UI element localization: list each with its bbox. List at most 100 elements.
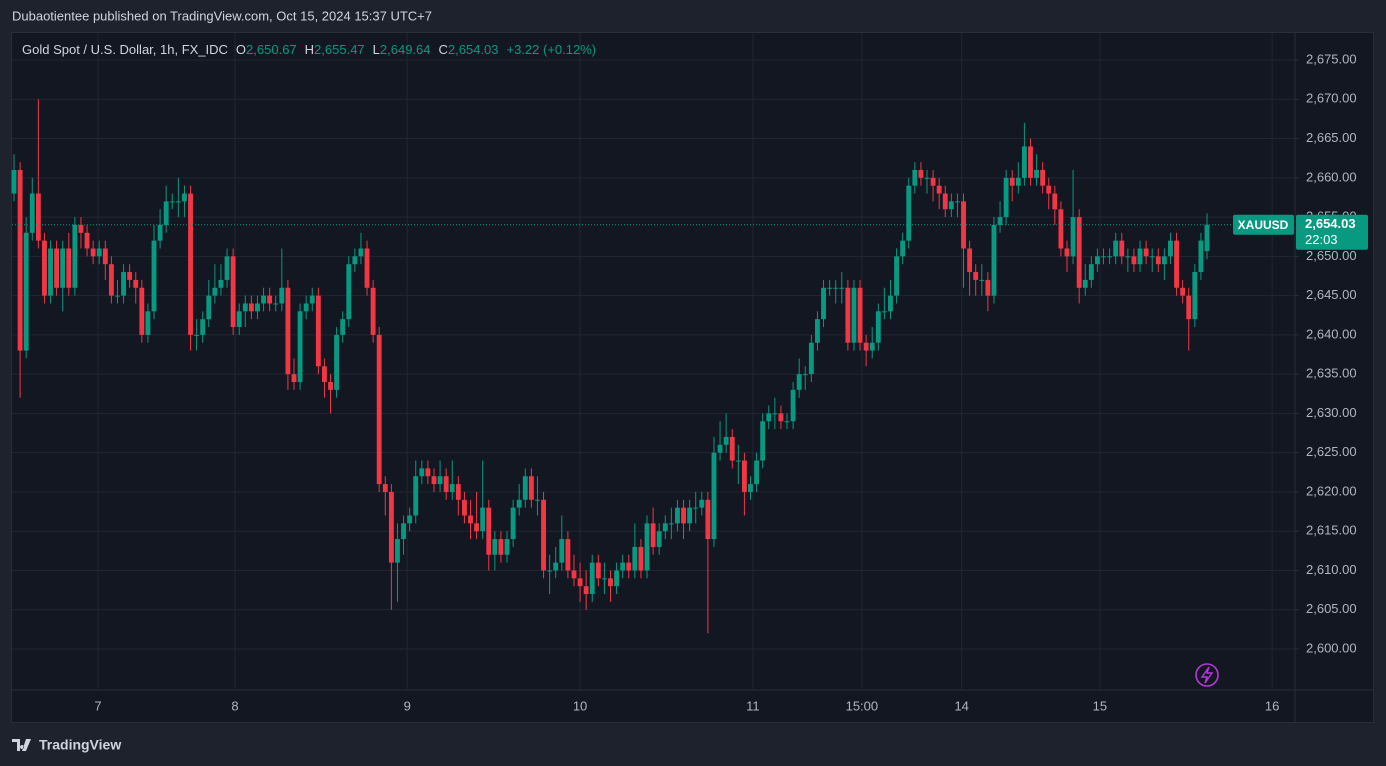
candle-body bbox=[1125, 256, 1131, 258]
candle-body bbox=[1137, 248, 1143, 265]
y-tick-label: 2,620.00 bbox=[1306, 483, 1357, 498]
candle-body bbox=[133, 279, 139, 288]
candle-body bbox=[705, 499, 711, 540]
candle-body bbox=[1015, 177, 1021, 186]
candle-body bbox=[967, 248, 973, 273]
candle-body bbox=[772, 413, 778, 415]
candle-body bbox=[863, 342, 869, 351]
candle-body bbox=[200, 319, 206, 335]
candle-body bbox=[455, 484, 461, 500]
candle-body bbox=[78, 224, 84, 233]
candle-body bbox=[711, 452, 717, 540]
candle-body bbox=[1180, 287, 1186, 296]
legend-h-label: H bbox=[305, 42, 314, 57]
candle-body bbox=[565, 539, 571, 571]
candle-body bbox=[930, 177, 936, 186]
candle-body bbox=[583, 586, 589, 595]
candle-body bbox=[553, 562, 559, 571]
legend-h: 2,655.47 bbox=[314, 42, 365, 57]
candle-body bbox=[881, 311, 887, 313]
legend-c-label: C bbox=[439, 42, 448, 57]
candle-body bbox=[717, 444, 723, 453]
candle-body bbox=[675, 507, 680, 524]
candle-body bbox=[364, 248, 370, 288]
candle-body bbox=[1040, 169, 1046, 186]
candle-body bbox=[358, 248, 364, 257]
brand-logo bbox=[12, 739, 31, 751]
candle-body bbox=[614, 570, 620, 587]
candle-body bbox=[1155, 256, 1161, 265]
candle-body bbox=[547, 570, 553, 572]
legend-c: 2,654.03 bbox=[448, 42, 499, 57]
price-tag-text: 2,654.03 bbox=[1305, 216, 1356, 231]
candle-body bbox=[285, 287, 291, 375]
candle-body bbox=[449, 484, 455, 492]
candle-body bbox=[212, 287, 218, 296]
candle-body bbox=[875, 311, 881, 343]
candle-body bbox=[729, 436, 735, 461]
legend: Gold Spot / U.S. Dollar, 1h, FX_IDC O2,65… bbox=[22, 42, 596, 57]
candle-body bbox=[157, 224, 163, 241]
y-tick-label: 2,630.00 bbox=[1306, 405, 1357, 420]
candle-body bbox=[821, 287, 826, 320]
candle-body bbox=[1119, 240, 1125, 257]
candle-body bbox=[139, 287, 145, 335]
candle-body bbox=[54, 248, 60, 288]
candle-body bbox=[11, 169, 17, 194]
candle-body bbox=[687, 507, 693, 524]
y-tick-label: 2,615.00 bbox=[1306, 523, 1357, 538]
x-tick-label: 11 bbox=[746, 698, 760, 713]
candle-body bbox=[1003, 177, 1009, 218]
candle-body bbox=[1161, 256, 1167, 265]
candle-body bbox=[632, 546, 638, 571]
candle-body bbox=[766, 413, 772, 422]
x-tick-label: 10 bbox=[573, 698, 587, 713]
candle-body bbox=[498, 539, 504, 555]
candle-body bbox=[790, 389, 796, 422]
candle-body bbox=[748, 484, 753, 492]
candle-body bbox=[321, 366, 327, 382]
y-tick-label: 2,640.00 bbox=[1306, 326, 1357, 341]
candle-body bbox=[626, 562, 632, 571]
y-tick-label: 2,650.00 bbox=[1306, 248, 1357, 263]
candle-body bbox=[474, 523, 480, 532]
candle-body bbox=[827, 287, 833, 289]
candle-body bbox=[1034, 169, 1039, 178]
alert-bolt[interactable] bbox=[1200, 666, 1214, 684]
candle-body bbox=[638, 546, 644, 571]
candle-body bbox=[194, 334, 200, 336]
logo-mark bbox=[12, 739, 31, 751]
candle-body bbox=[492, 539, 498, 555]
candle-body bbox=[541, 499, 546, 571]
y-tick-label: 2,610.00 bbox=[1306, 562, 1357, 577]
candle-body bbox=[608, 578, 613, 587]
candle-body bbox=[236, 311, 242, 328]
candle-body bbox=[127, 272, 133, 280]
candle-body bbox=[589, 562, 595, 595]
candle-body bbox=[948, 201, 954, 210]
candle-body bbox=[486, 507, 492, 555]
candle-body bbox=[42, 240, 47, 296]
legend-change: +3.22 (+0.12%) bbox=[507, 42, 597, 57]
candle-body bbox=[29, 193, 35, 233]
candle-body bbox=[955, 201, 960, 203]
candle-body bbox=[315, 295, 321, 367]
alert-icon[interactable] bbox=[1195, 663, 1219, 687]
candle-body bbox=[973, 272, 979, 280]
candle-body bbox=[461, 499, 467, 516]
candle-body bbox=[656, 531, 662, 547]
alert-circle[interactable] bbox=[1195, 663, 1219, 687]
candle-body bbox=[17, 169, 23, 351]
y-tick-label: 2,665.00 bbox=[1306, 130, 1357, 145]
candle-body bbox=[163, 201, 169, 225]
x-tick-label: 9 bbox=[404, 698, 411, 713]
candle-body bbox=[918, 169, 924, 178]
candle-body bbox=[297, 311, 303, 382]
candle-body bbox=[224, 256, 230, 280]
chart-pane bbox=[11, 32, 1374, 723]
candle-body bbox=[1192, 272, 1198, 320]
candle-body bbox=[681, 507, 686, 524]
candle-body bbox=[145, 311, 151, 335]
candle-body bbox=[1021, 146, 1027, 178]
candle-body bbox=[346, 264, 352, 320]
